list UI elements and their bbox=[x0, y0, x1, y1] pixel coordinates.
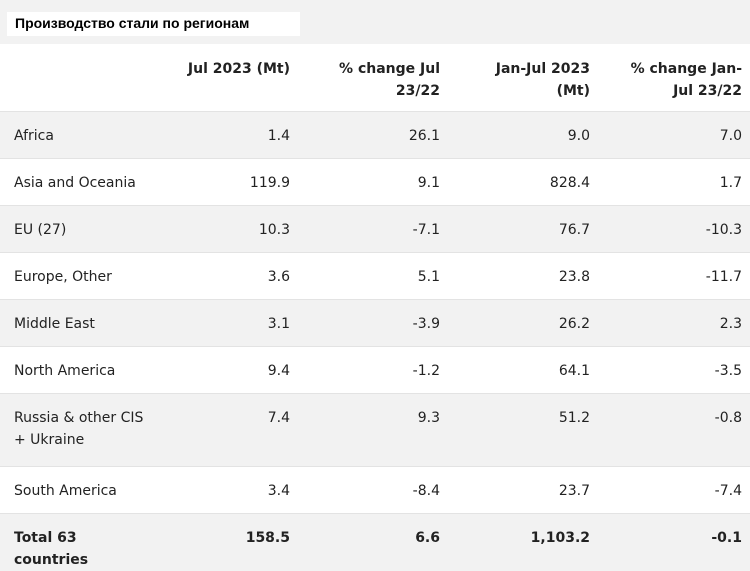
jan-jul-change-cell: 1.7 bbox=[719, 174, 742, 191]
jul-change-cell: -7.1 bbox=[412, 221, 440, 238]
jan-jul-cell: 26.2 bbox=[558, 315, 590, 332]
jan-jul-change-cell: -3.5 bbox=[714, 362, 742, 379]
total-jan-jul-cell: 1,103.2 bbox=[530, 529, 590, 546]
table-row: Europe, Other 3.6 5.1 23.8 -11.7 bbox=[0, 252, 750, 299]
jan-jul-cell: 9.0 bbox=[567, 127, 590, 144]
table-row: South America 3.4 -8.4 23.7 -7.4 bbox=[0, 466, 750, 513]
region-cell: EU (27) bbox=[14, 221, 67, 238]
region-cell: Middle East bbox=[14, 315, 95, 332]
total-jan-jul-change-cell: -0.1 bbox=[711, 529, 742, 546]
jul-change-cell: -1.2 bbox=[412, 362, 440, 379]
jul-change-cell: -3.9 bbox=[412, 315, 440, 332]
region-cell: Asia and Oceania bbox=[14, 174, 136, 191]
header-jul-2023: Jul 2023 (Mt) bbox=[152, 44, 298, 112]
jan-jul-change-cell: -11.7 bbox=[705, 268, 742, 285]
total-jul-change-cell: 6.6 bbox=[415, 529, 440, 546]
steel-production-table: Jul 2023 (Mt) % change Jul 23/22 Jan-Jul… bbox=[0, 44, 750, 571]
region-cell: Europe, Other bbox=[14, 268, 112, 285]
header-jul-change: % change Jul 23/22 bbox=[298, 44, 448, 112]
jan-jul-cell: 23.7 bbox=[558, 482, 590, 499]
jan-jul-cell: 76.7 bbox=[558, 221, 590, 238]
total-row: Total 63 countries 158.5 6.6 1,103.2 -0.… bbox=[0, 513, 750, 571]
region-cell: Russia & other CIS + Ukraine bbox=[14, 409, 144, 448]
table-title: Производство стали по регионам bbox=[15, 15, 250, 31]
header-region bbox=[0, 44, 152, 112]
jul-cell: 10.3 bbox=[258, 221, 290, 238]
jan-jul-change-cell: -7.4 bbox=[714, 482, 742, 499]
jan-jul-change-cell: -10.3 bbox=[705, 221, 742, 238]
table-row: Russia & other CIS + Ukraine 7.4 9.3 51.… bbox=[0, 393, 750, 466]
jul-cell: 7.4 bbox=[267, 409, 290, 426]
jan-jul-cell: 23.8 bbox=[558, 268, 590, 285]
jul-cell: 1.4 bbox=[267, 127, 290, 144]
jul-change-cell: -8.4 bbox=[412, 482, 440, 499]
header-jan-jul-change: % change Jan-Jul 23/22 bbox=[598, 44, 750, 112]
jul-cell: 3.6 bbox=[267, 268, 290, 285]
table-row: Middle East 3.1 -3.9 26.2 2.3 bbox=[0, 299, 750, 346]
jan-jul-cell: 51.2 bbox=[558, 409, 590, 426]
jan-jul-cell: 64.1 bbox=[558, 362, 590, 379]
table-row: Asia and Oceania 119.9 9.1 828.4 1.7 bbox=[0, 158, 750, 205]
jul-cell: 3.4 bbox=[267, 482, 290, 499]
jul-change-cell: 5.1 bbox=[417, 268, 440, 285]
table-row: North America 9.4 -1.2 64.1 -3.5 bbox=[0, 346, 750, 393]
jul-cell: 3.1 bbox=[267, 315, 290, 332]
header-row: Jul 2023 (Mt) % change Jul 23/22 Jan-Jul… bbox=[0, 44, 750, 112]
region-cell: North America bbox=[14, 362, 116, 379]
region-cell: South America bbox=[14, 482, 117, 499]
jul-change-cell: 9.3 bbox=[417, 409, 440, 426]
jan-jul-change-cell: 7.0 bbox=[719, 127, 742, 144]
jan-jul-change-cell: 2.3 bbox=[719, 315, 742, 332]
jul-change-cell: 9.1 bbox=[417, 174, 440, 191]
table-row: EU (27) 10.3 -7.1 76.7 -10.3 bbox=[0, 205, 750, 252]
total-jul-cell: 158.5 bbox=[245, 529, 290, 546]
region-cell: Africa bbox=[14, 127, 54, 144]
title-box: Производство стали по регионам bbox=[7, 12, 300, 36]
jan-jul-change-cell: -0.8 bbox=[714, 409, 742, 426]
jul-cell: 119.9 bbox=[249, 174, 290, 191]
jul-change-cell: 26.1 bbox=[408, 127, 440, 144]
jul-cell: 9.4 bbox=[267, 362, 290, 379]
jan-jul-cell: 828.4 bbox=[549, 174, 590, 191]
title-band: Производство стали по регионам bbox=[0, 0, 750, 44]
table-row: Africa 1.4 26.1 9.0 7.0 bbox=[0, 111, 750, 158]
header-jan-jul-2023: Jan-Jul 2023 (Mt) bbox=[448, 44, 598, 112]
